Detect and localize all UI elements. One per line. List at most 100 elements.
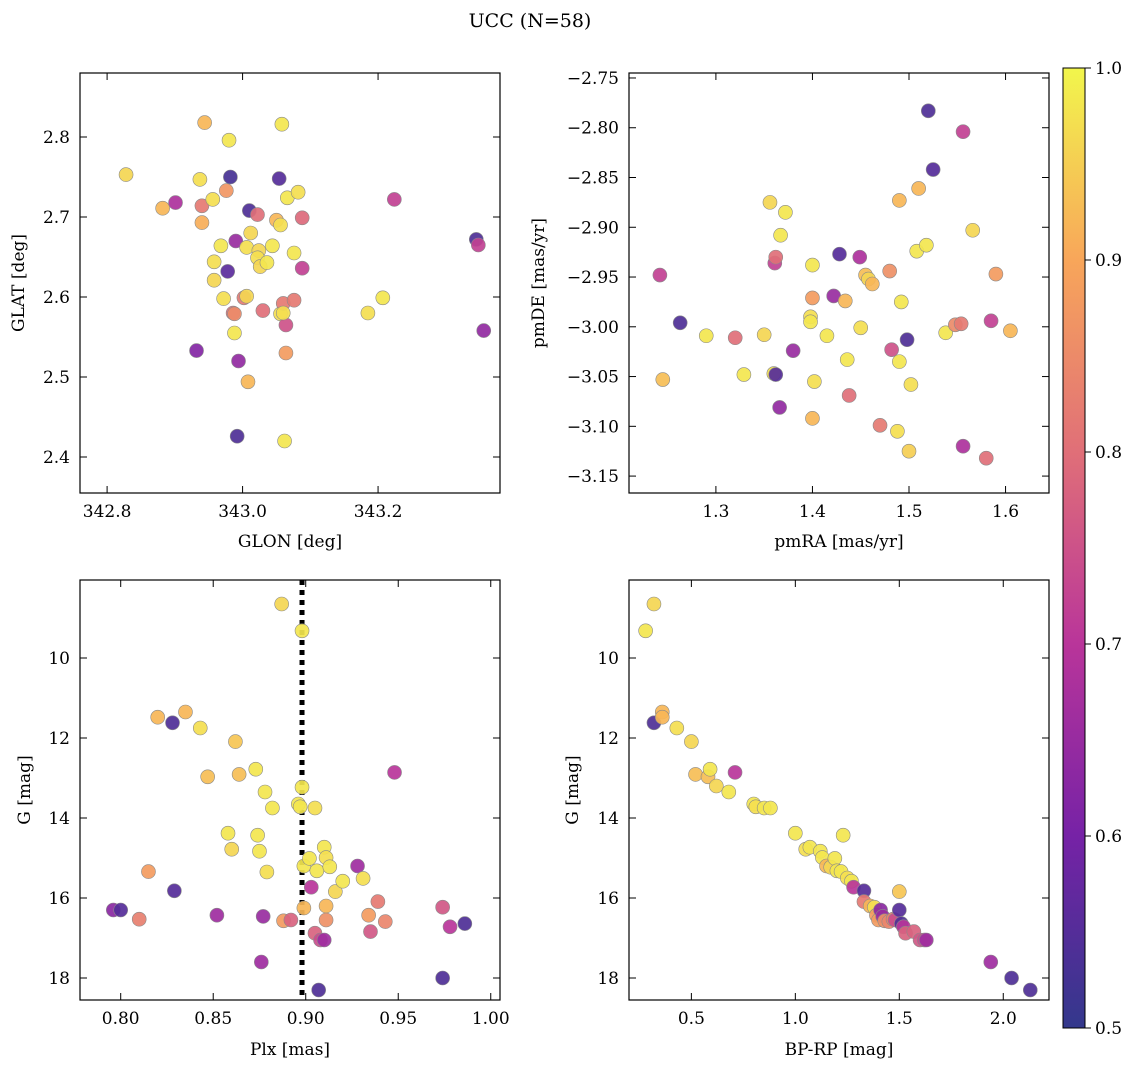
data-point: [205, 192, 221, 207]
data-point: [884, 342, 899, 357]
xlabel-glon-glat: GLON [deg]: [238, 532, 342, 552]
data-point: [274, 116, 290, 132]
data-point: [322, 859, 338, 875]
y-tick-label: −3.00: [567, 318, 619, 338]
data-point: [167, 883, 182, 899]
colorbar-gradient: [1062, 67, 1086, 1029]
data-point: [805, 257, 820, 273]
data-point: [442, 919, 458, 935]
y-tick-label: 2.5: [43, 368, 70, 388]
colorbar-tick-label: 0.5: [1095, 1019, 1122, 1039]
data-point: [192, 172, 208, 187]
scatter-points: [106, 596, 473, 998]
data-point: [228, 734, 243, 749]
data-point: [788, 825, 803, 841]
x-tick-label: 342.8: [83, 502, 132, 522]
data-point: [891, 884, 907, 899]
data-point: [370, 894, 386, 909]
data-point: [228, 233, 244, 249]
data-point: [827, 851, 843, 866]
data-point: [197, 115, 212, 130]
data-point: [435, 899, 450, 915]
data-point: [248, 761, 264, 777]
panel-plx-g: Plx [mas] G [mag] 0.80 0.85 0.90 0.95 1.00 10…: [15, 579, 510, 1060]
data-point: [983, 954, 999, 970]
data-point: [684, 734, 699, 749]
ylabel-pmra-pmde: pmDE [mas/yr]: [529, 218, 549, 348]
data-point: [377, 914, 393, 929]
figure-suptitle: UCC (N=58): [469, 10, 592, 32]
data-point: [220, 264, 235, 279]
y-tick-label: 2.7: [43, 208, 70, 228]
data-point: [219, 183, 234, 198]
colorbar: 0.5 0.6 0.7 0.8 0.9 1.0: [1062, 59, 1122, 1039]
axes-frame: [628, 579, 1050, 1001]
data-point: [141, 864, 156, 879]
data-point: [763, 800, 778, 816]
data-point: [221, 132, 237, 148]
xlabel-bprp-g: BP-RP [mag]: [785, 1040, 894, 1060]
data-point: [672, 315, 688, 331]
data-point: [328, 884, 343, 899]
data-point: [223, 169, 238, 185]
data-point: [807, 374, 822, 389]
data-point: [955, 438, 971, 454]
data-point: [259, 864, 275, 880]
data-point: [303, 879, 319, 895]
data-point: [231, 767, 247, 782]
data-point: [899, 332, 915, 348]
data-point: [254, 954, 269, 970]
y-tick-label: 14: [597, 809, 619, 829]
x-tick-label: 343.2: [354, 502, 403, 522]
data-point: [978, 450, 994, 466]
data-point: [832, 246, 847, 262]
y-tick-label: −2.95: [567, 268, 619, 288]
data-point: [853, 320, 869, 336]
data-point: [736, 367, 752, 382]
scatter-points: [118, 115, 492, 449]
data-point: [250, 207, 265, 222]
data-point: [273, 217, 288, 233]
data-point: [294, 210, 310, 226]
data-point: [229, 428, 245, 444]
data-point: [669, 720, 685, 736]
y-tick-label: 2.8: [43, 128, 70, 148]
data-point: [206, 272, 222, 288]
data-point: [257, 784, 273, 800]
y-tick-label: 2.4: [43, 448, 70, 468]
y-tick-label: 12: [48, 729, 70, 749]
data-point: [265, 238, 280, 254]
y-tick-label: 16: [48, 889, 70, 909]
x-tick-label: 1.0: [782, 1009, 809, 1029]
data-point: [292, 799, 308, 815]
data-point: [278, 317, 294, 333]
colorbar-tick-label: 1.0: [1095, 59, 1122, 79]
data-point: [255, 303, 271, 318]
data-point: [837, 293, 853, 309]
data-point: [286, 292, 302, 308]
data-point: [638, 623, 653, 639]
data-point: [335, 873, 351, 889]
y-tick-label: −3.10: [567, 417, 619, 437]
data-point: [274, 596, 289, 612]
data-point: [318, 912, 334, 928]
panel-pmra-pmde: pmRA [mas/yr] pmDE [mas/yr] 1.3 1.4 1.5 1.6…: [529, 69, 1050, 552]
axes-frame: [79, 579, 501, 1001]
data-point: [762, 195, 778, 210]
data-point: [983, 313, 999, 329]
data-point: [872, 418, 888, 433]
data-point: [919, 932, 934, 948]
data-point: [239, 240, 254, 255]
xlabel-plx-g: Plx [mas]: [250, 1040, 330, 1060]
data-point: [768, 367, 784, 382]
ylabel-bprp-g: G [mag]: [563, 755, 583, 824]
ylabel-plx-g: G [mag]: [15, 755, 35, 824]
data-point: [271, 171, 287, 186]
data-point: [213, 238, 229, 254]
data-point: [224, 841, 240, 857]
axes-frame: [628, 72, 1050, 494]
data-point: [265, 800, 280, 816]
data-point: [209, 907, 225, 923]
data-point: [768, 249, 784, 265]
data-point: [363, 924, 378, 939]
